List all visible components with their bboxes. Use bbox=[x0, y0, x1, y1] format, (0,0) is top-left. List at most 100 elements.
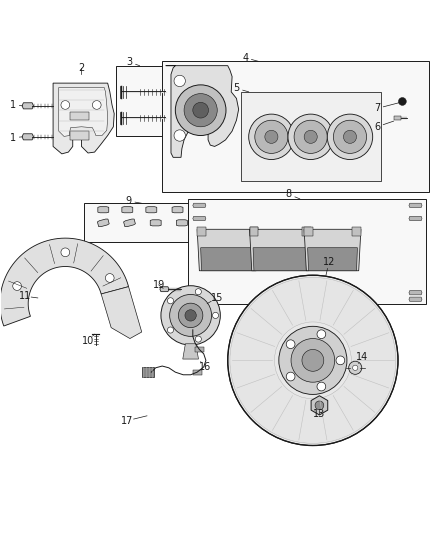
Text: 12: 12 bbox=[323, 257, 335, 267]
Circle shape bbox=[327, 114, 373, 159]
Circle shape bbox=[275, 322, 351, 399]
Circle shape bbox=[294, 120, 327, 154]
Circle shape bbox=[315, 401, 324, 410]
Circle shape bbox=[170, 294, 212, 336]
Text: 6: 6 bbox=[374, 122, 380, 132]
Bar bbox=[241, 92, 381, 181]
Polygon shape bbox=[98, 207, 109, 213]
Polygon shape bbox=[177, 220, 187, 226]
Circle shape bbox=[161, 286, 220, 345]
Text: 19: 19 bbox=[152, 280, 165, 290]
Bar bbox=[117, 66, 171, 135]
Circle shape bbox=[286, 340, 295, 349]
Circle shape bbox=[185, 310, 196, 321]
Circle shape bbox=[343, 130, 357, 143]
Circle shape bbox=[174, 130, 185, 141]
Circle shape bbox=[349, 361, 362, 374]
Polygon shape bbox=[172, 207, 183, 213]
Circle shape bbox=[193, 102, 208, 118]
Polygon shape bbox=[409, 290, 422, 295]
Polygon shape bbox=[160, 287, 169, 292]
Text: 8: 8 bbox=[286, 189, 292, 199]
Text: 14: 14 bbox=[356, 352, 368, 362]
Polygon shape bbox=[166, 66, 239, 157]
Circle shape bbox=[317, 382, 326, 391]
Bar bbox=[162, 61, 428, 192]
Circle shape bbox=[13, 282, 21, 290]
Circle shape bbox=[249, 114, 294, 159]
Polygon shape bbox=[150, 220, 161, 226]
Circle shape bbox=[304, 130, 317, 143]
Text: 1: 1 bbox=[10, 100, 16, 110]
Polygon shape bbox=[201, 248, 255, 271]
Text: 10: 10 bbox=[82, 336, 94, 346]
Polygon shape bbox=[311, 395, 328, 415]
Polygon shape bbox=[22, 134, 33, 140]
Polygon shape bbox=[304, 229, 361, 271]
Text: 4: 4 bbox=[242, 53, 248, 63]
Text: 7: 7 bbox=[374, 103, 380, 114]
Circle shape bbox=[178, 303, 203, 328]
Polygon shape bbox=[193, 290, 206, 295]
Text: 16: 16 bbox=[199, 362, 211, 372]
Circle shape bbox=[230, 277, 396, 443]
Polygon shape bbox=[193, 216, 206, 221]
Bar bbox=[352, 227, 361, 236]
Circle shape bbox=[212, 312, 219, 318]
Text: 17: 17 bbox=[121, 416, 134, 426]
Text: 9: 9 bbox=[126, 196, 132, 206]
Circle shape bbox=[279, 326, 347, 394]
Polygon shape bbox=[307, 248, 357, 271]
Polygon shape bbox=[53, 83, 114, 154]
Circle shape bbox=[61, 101, 70, 109]
Polygon shape bbox=[0, 238, 129, 326]
Polygon shape bbox=[101, 287, 142, 338]
Polygon shape bbox=[195, 347, 204, 352]
Bar bbox=[250, 227, 258, 236]
Polygon shape bbox=[193, 369, 201, 375]
Polygon shape bbox=[409, 297, 422, 302]
Polygon shape bbox=[59, 87, 108, 136]
Bar bbox=[394, 116, 401, 120]
Circle shape bbox=[288, 114, 333, 159]
Circle shape bbox=[291, 338, 335, 382]
Polygon shape bbox=[253, 248, 307, 271]
Polygon shape bbox=[197, 229, 258, 271]
Polygon shape bbox=[193, 297, 206, 302]
Circle shape bbox=[167, 327, 173, 333]
Circle shape bbox=[286, 372, 295, 381]
Polygon shape bbox=[193, 203, 206, 207]
Polygon shape bbox=[409, 216, 422, 221]
Text: 15: 15 bbox=[211, 293, 223, 303]
Circle shape bbox=[61, 248, 70, 257]
Polygon shape bbox=[122, 207, 133, 213]
Text: 2: 2 bbox=[78, 63, 85, 73]
Polygon shape bbox=[250, 229, 311, 271]
Circle shape bbox=[399, 98, 406, 106]
Circle shape bbox=[317, 330, 326, 338]
Bar bbox=[302, 227, 311, 236]
Polygon shape bbox=[124, 219, 135, 227]
Bar bbox=[197, 227, 206, 236]
Circle shape bbox=[333, 120, 367, 154]
Polygon shape bbox=[146, 207, 157, 213]
Circle shape bbox=[167, 298, 173, 304]
Polygon shape bbox=[183, 344, 198, 359]
Polygon shape bbox=[97, 219, 109, 227]
Circle shape bbox=[195, 336, 201, 342]
Text: 1: 1 bbox=[10, 133, 16, 143]
Text: 13: 13 bbox=[313, 409, 325, 419]
Circle shape bbox=[175, 85, 226, 135]
Circle shape bbox=[106, 273, 114, 282]
Circle shape bbox=[228, 275, 398, 446]
Bar bbox=[304, 227, 313, 236]
Circle shape bbox=[302, 350, 324, 372]
Circle shape bbox=[174, 75, 185, 87]
Circle shape bbox=[353, 365, 358, 370]
Circle shape bbox=[184, 94, 217, 127]
Text: 11: 11 bbox=[18, 291, 31, 301]
Bar bbox=[250, 227, 258, 236]
Circle shape bbox=[92, 101, 101, 109]
Bar bbox=[70, 131, 89, 140]
Bar bbox=[188, 199, 426, 304]
